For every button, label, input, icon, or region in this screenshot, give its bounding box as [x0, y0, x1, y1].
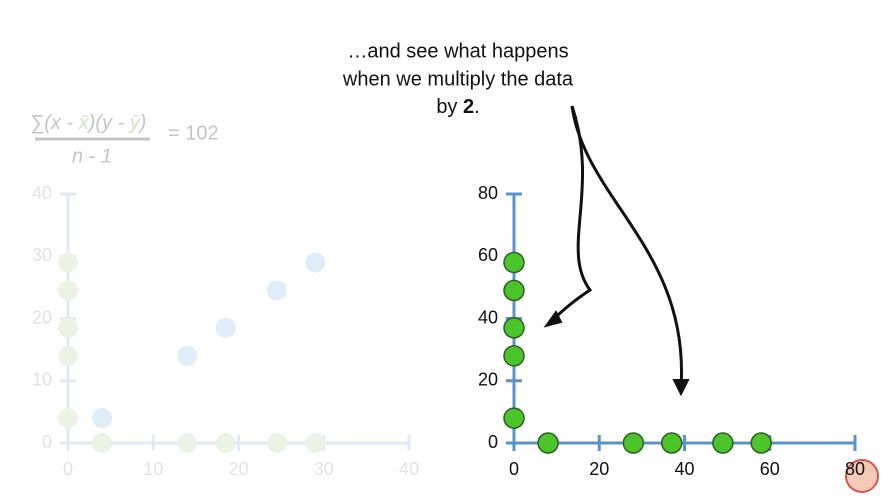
formula-denominator: n - 1 — [72, 145, 112, 167]
data-point — [503, 251, 525, 274]
data-point — [305, 252, 326, 273]
data-point — [305, 433, 326, 453]
logo — [845, 459, 879, 493]
x-tick-label: 60 — [760, 459, 780, 479]
x-tick-label: 0 — [509, 459, 519, 479]
y-tick-label: 40 — [478, 307, 498, 327]
data-point — [58, 345, 78, 366]
data-point — [177, 433, 198, 453]
data-point — [503, 317, 525, 339]
x-tick-label: 0 — [63, 459, 73, 479]
formula-part: )(y - — [87, 112, 130, 134]
formula: ∑(x - x̄)(y - ȳ) n - 1 = 102 — [30, 112, 219, 167]
y-tick-label: 40 — [32, 183, 52, 203]
annotation-line: when we multiply the data — [342, 68, 574, 90]
data-point — [266, 433, 287, 453]
arrow — [570, 105, 684, 389]
data-point — [58, 280, 78, 301]
data-point — [503, 407, 525, 429]
arrow-head — [543, 310, 563, 328]
formula-part: ) — [138, 112, 147, 134]
y-tick-label: 80 — [478, 183, 498, 203]
data-point — [712, 432, 734, 454]
formula-part: x̄ — [78, 112, 90, 134]
arrow — [546, 105, 593, 327]
data-point — [92, 408, 113, 429]
scatter-chart: 0 10 20 30 40 0 10 20 30 40 — [32, 183, 419, 479]
data-point — [177, 345, 198, 366]
y-tick-label: 0 — [488, 432, 498, 452]
annotation: …and see what happens when we multiply t… — [342, 40, 690, 397]
formula-result: = 102 — [168, 122, 219, 144]
y-tick-label: 20 — [32, 307, 52, 327]
formula-numerator: ∑(x - x̄)(y - ȳ) — [30, 112, 146, 134]
data-point — [215, 433, 236, 453]
y-tick-label: 30 — [32, 245, 52, 265]
data-point — [266, 280, 287, 301]
x-tick-label: 30 — [314, 459, 334, 479]
annotation-line: by 2. — [436, 96, 479, 118]
annotation-text: . — [474, 96, 480, 118]
x-tick-label: 40 — [399, 459, 419, 479]
y-tick-label: 20 — [478, 370, 498, 390]
formula-part: ∑(x - — [30, 112, 79, 134]
data-point — [503, 345, 525, 367]
data-point — [622, 432, 645, 454]
y-tick-label: 60 — [478, 245, 498, 265]
y-tick-label: 10 — [32, 370, 52, 390]
data-point — [660, 432, 683, 454]
x-tick-label: 40 — [674, 459, 694, 479]
data-point — [537, 432, 559, 454]
y-tick-label: 0 — [42, 432, 52, 452]
annotation-text: by — [436, 96, 457, 118]
data-point — [58, 252, 78, 273]
annotation-emphasis: 2 — [463, 96, 474, 118]
x-tick-label: 10 — [143, 459, 163, 479]
scatter-chart: 0 20 40 60 80 0 20 40 60 80 — [478, 183, 865, 479]
arrow-head — [672, 379, 690, 397]
x-tick-label: 20 — [589, 459, 609, 479]
data-point — [503, 279, 525, 302]
data-point — [750, 432, 772, 454]
x-tick-label: 20 — [228, 459, 248, 479]
logo-badge — [845, 459, 879, 493]
data-point — [92, 433, 113, 453]
annotation-line: …and see what happens — [347, 40, 568, 62]
formula-part: ȳ — [128, 112, 141, 134]
x-tick-label: 80 — [845, 459, 865, 479]
data-point — [58, 317, 78, 338]
data-point — [215, 317, 236, 338]
data-point — [58, 408, 78, 429]
